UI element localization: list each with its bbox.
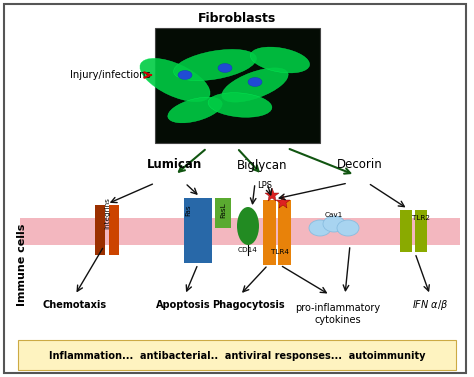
Text: Biglycan: Biglycan — [237, 158, 287, 172]
Bar — [155, 28, 320, 143]
Text: TLR4: TLR4 — [271, 249, 289, 255]
Text: Inflammation...  antibacterial..  antiviral responses...  autoimmunity: Inflammation... antibacterial.. antivira… — [49, 351, 425, 361]
Text: Fas: Fas — [185, 204, 191, 216]
Ellipse shape — [208, 93, 272, 117]
Ellipse shape — [323, 216, 345, 232]
Text: Apoptosis: Apoptosis — [155, 300, 210, 310]
Bar — [18, 340, 456, 370]
Text: Immune cells: Immune cells — [17, 224, 27, 306]
Text: IFN $\alpha/\beta$: IFN $\alpha/\beta$ — [412, 298, 448, 312]
Ellipse shape — [140, 58, 210, 102]
Ellipse shape — [178, 70, 192, 80]
Bar — [20, 218, 460, 245]
Text: Fibroblasts: Fibroblasts — [198, 12, 276, 25]
Text: Lumican: Lumican — [147, 158, 202, 172]
Text: LPS: LPS — [257, 181, 273, 190]
Ellipse shape — [248, 78, 262, 86]
Text: Integrins: Integrins — [104, 197, 110, 229]
Text: CD14: CD14 — [238, 247, 258, 253]
Text: Cav1: Cav1 — [325, 212, 343, 218]
Bar — [400, 210, 412, 252]
Bar — [109, 205, 119, 255]
Text: FasL: FasL — [220, 202, 226, 218]
Text: Injury/infections: Injury/infections — [70, 70, 150, 80]
Text: Phagocytosis: Phagocytosis — [212, 300, 284, 310]
Text: pro-inflammatory: pro-inflammatory — [295, 303, 381, 313]
Bar — [278, 200, 291, 265]
Bar — [215, 198, 231, 228]
Ellipse shape — [173, 49, 256, 81]
Text: Chemotaxis: Chemotaxis — [43, 300, 107, 310]
Bar — [263, 200, 276, 265]
Ellipse shape — [222, 68, 288, 102]
Bar — [184, 198, 212, 263]
Ellipse shape — [168, 97, 222, 123]
Ellipse shape — [337, 220, 359, 236]
Bar — [95, 205, 105, 255]
Ellipse shape — [237, 207, 259, 245]
Text: cytokines: cytokines — [315, 315, 361, 325]
Text: TLR2: TLR2 — [412, 215, 430, 221]
Ellipse shape — [250, 47, 310, 73]
Ellipse shape — [218, 63, 232, 72]
Ellipse shape — [309, 220, 331, 236]
Bar — [415, 210, 427, 252]
Text: Decorin: Decorin — [337, 158, 383, 172]
